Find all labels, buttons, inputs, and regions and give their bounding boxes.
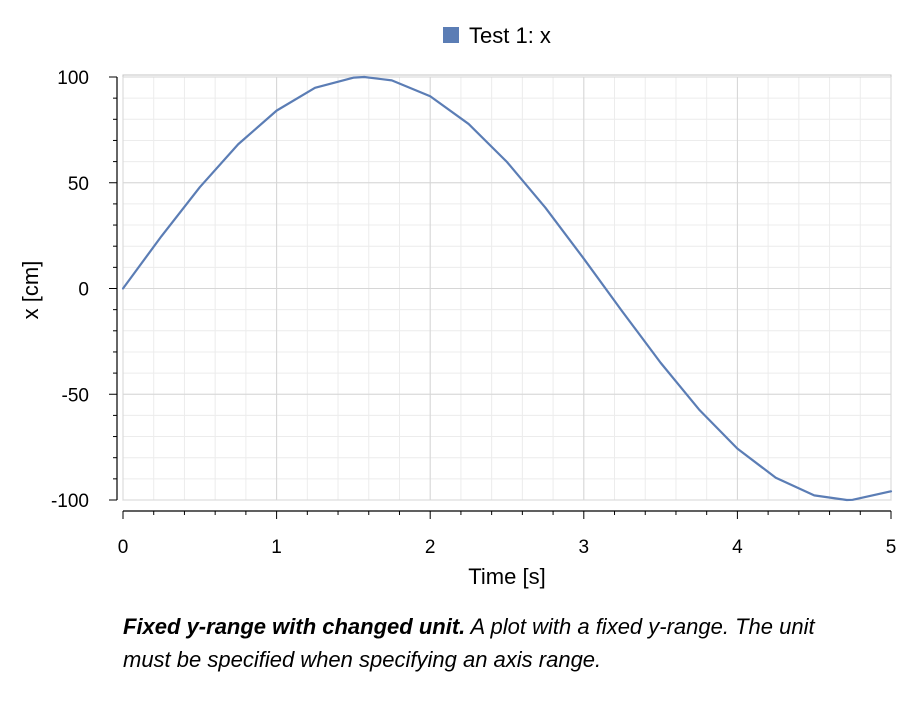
x-tick-label: 3	[579, 537, 590, 558]
y-axis: 100 50 0 -50 -100	[51, 68, 118, 512]
y-tick-label: 100	[57, 68, 89, 89]
legend-swatch	[443, 27, 459, 43]
y-tick-label: 0	[78, 280, 89, 301]
plot-area	[122, 74, 892, 501]
x-tick-label: 2	[425, 537, 436, 558]
legend: Test 1: x	[443, 23, 551, 48]
x-axis-label: Time [s]	[468, 564, 545, 589]
caption-title: Fixed y-range with changed unit.	[123, 614, 466, 639]
x-tick-label: 4	[732, 537, 743, 558]
caption: Fixed y-range with changed unit. A plot …	[123, 610, 823, 676]
caption-text: A plot with a fixed y-range. The unit mu…	[123, 614, 815, 672]
legend-label: Test 1: x	[469, 23, 551, 48]
series-line	[121, 75, 893, 502]
y-tick-label: 50	[68, 174, 89, 195]
series-layer	[121, 75, 893, 502]
x-tick-label: 1	[271, 537, 282, 558]
major-grid	[122, 76, 892, 501]
x-axis: 0 1 2 3 4 5	[118, 510, 897, 558]
x-tick-label: 5	[886, 537, 897, 558]
y-tick-label: -50	[62, 385, 89, 406]
y-tick-label: -100	[51, 491, 89, 512]
y-axis-label: x [cm]	[18, 261, 43, 320]
x-tick-label: 0	[118, 537, 129, 558]
